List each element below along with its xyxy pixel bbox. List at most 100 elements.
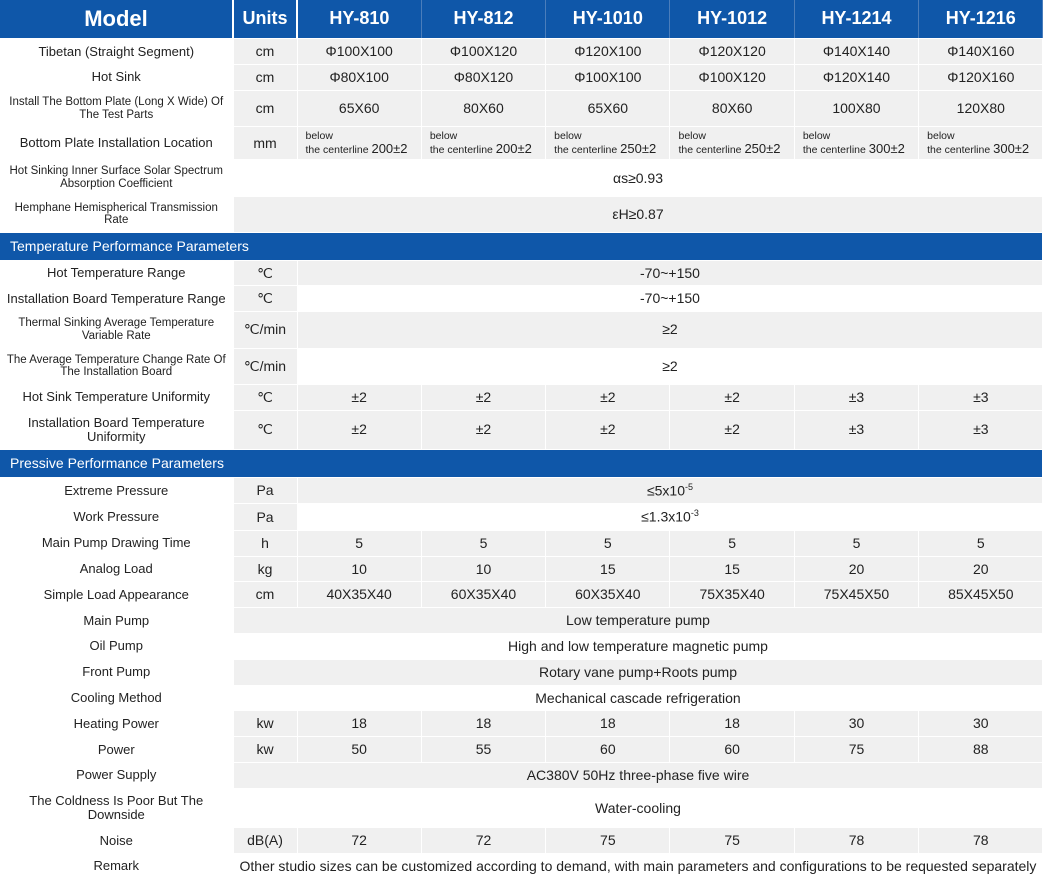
data-cell: 40X35X40	[297, 582, 421, 608]
header-hy1012: HY-1012	[670, 0, 794, 39]
data-cell: 80X60	[670, 90, 794, 126]
data-cell-span: -70~+150	[297, 260, 1043, 286]
units-cell: ℃	[233, 384, 297, 410]
data-cell: Φ100X100	[546, 65, 670, 91]
row-label: Simple Load Appearance	[0, 582, 233, 608]
section-header: Pressive Performance Parameters	[0, 450, 1043, 478]
row-label: Remark	[0, 854, 233, 880]
data-cell: ±2	[297, 410, 421, 450]
data-cell: 72	[297, 828, 421, 854]
data-cell: belowthe centerline 200±2	[421, 127, 545, 160]
data-cell: 5	[670, 530, 794, 556]
data-cell: Φ80X100	[297, 65, 421, 91]
table-row: Main PumpLow temperature pump	[0, 608, 1043, 634]
data-cell: ±2	[670, 384, 794, 410]
row-label: Tibetan (Straight Segment)	[0, 39, 233, 65]
row-label: Installation Board Temperature Uniformit…	[0, 410, 233, 450]
table-row: Bottom Plate Installation Locationmmbelo…	[0, 127, 1043, 160]
data-cell: belowthe centerline 250±2	[546, 127, 670, 160]
header-model: Model	[0, 0, 233, 39]
data-cell: ±3	[794, 410, 918, 450]
row-label: Install The Bottom Plate (Long X Wide) O…	[0, 90, 233, 126]
data-cell: Φ120X140	[794, 65, 918, 91]
data-cell: 20	[919, 556, 1043, 582]
data-cell: 5	[919, 530, 1043, 556]
data-cell: 18	[421, 711, 545, 737]
table-row: Hot Temperature Range℃-70~+150	[0, 260, 1043, 286]
data-cell: ±2	[421, 410, 545, 450]
data-cell: belowthe centerline 250±2	[670, 127, 794, 160]
data-cell: ±2	[670, 410, 794, 450]
data-cell: ±2	[546, 410, 670, 450]
section-title: Temperature Performance Parameters	[0, 232, 1043, 260]
data-cell: 10	[421, 556, 545, 582]
table-row: Cooling MethodMechanical cascade refrige…	[0, 685, 1043, 711]
row-label: Bottom Plate Installation Location	[0, 127, 233, 160]
data-cell: 55	[421, 737, 545, 763]
section-title: Pressive Performance Parameters	[0, 450, 1043, 478]
data-cell-span: High and low temperature magnetic pump	[233, 634, 1043, 660]
data-cell: 75	[546, 828, 670, 854]
data-cell: 78	[794, 828, 918, 854]
header-units: Units	[233, 0, 297, 39]
section-header: Temperature Performance Parameters	[0, 232, 1043, 260]
data-cell: 5	[297, 530, 421, 556]
data-cell: belowthe centerline 300±2	[794, 127, 918, 160]
header-hy1216: HY-1216	[919, 0, 1043, 39]
table-row: Thermal Sinking Average Temperature Vari…	[0, 312, 1043, 348]
data-cell: 15	[670, 556, 794, 582]
data-cell: 50	[297, 737, 421, 763]
table-row: Oil PumpHigh and low temperature magneti…	[0, 634, 1043, 660]
data-cell-span: εH≥0.87	[233, 196, 1043, 232]
row-label: Main Pump Drawing Time	[0, 530, 233, 556]
data-cell: 100X80	[794, 90, 918, 126]
data-cell: ±3	[919, 410, 1043, 450]
row-label: Installation Board Temperature Range	[0, 286, 233, 312]
units-cell: cm	[233, 65, 297, 91]
table-row: Front PumpRotary vane pump+Roots pump	[0, 659, 1043, 685]
data-cell: 30	[919, 711, 1043, 737]
data-cell: 75X35X40	[670, 582, 794, 608]
data-cell-span: Water-cooling	[233, 788, 1043, 828]
units-cell: ℃	[233, 260, 297, 286]
data-cell: Φ100X120	[421, 39, 545, 65]
row-label: Oil Pump	[0, 634, 233, 660]
data-cell-span: αs≥0.93	[233, 160, 1043, 196]
data-cell: 60	[670, 737, 794, 763]
row-label: The Average Temperature Change Rate Of T…	[0, 348, 233, 384]
row-label: Work Pressure	[0, 504, 233, 530]
data-cell: Φ100X100	[297, 39, 421, 65]
units-cell: cm	[233, 90, 297, 126]
data-cell: belowthe centerline 200±2	[297, 127, 421, 160]
table-row: Main Pump Drawing Timeh555555	[0, 530, 1043, 556]
data-cell: 60X35X40	[421, 582, 545, 608]
data-cell: Φ80X120	[421, 65, 545, 91]
units-cell: cm	[233, 39, 297, 65]
units-cell: Pa	[233, 477, 297, 503]
table-row: Tibetan (Straight Segment)cmΦ100X100Φ100…	[0, 39, 1043, 65]
row-label: Power	[0, 737, 233, 763]
data-cell: ±2	[421, 384, 545, 410]
data-cell: 60	[546, 737, 670, 763]
units-cell: cm	[233, 582, 297, 608]
data-cell: 120X80	[919, 90, 1043, 126]
row-label: Heating Power	[0, 711, 233, 737]
data-cell: 75	[794, 737, 918, 763]
header-hy1010: HY-1010	[546, 0, 670, 39]
data-cell: 60X35X40	[546, 582, 670, 608]
table-row: The Coldness Is Poor But The DownsideWat…	[0, 788, 1043, 828]
data-cell-span: AC380V 50Hz three-phase five wire	[233, 763, 1043, 789]
data-cell: 30	[794, 711, 918, 737]
row-label: Hot Temperature Range	[0, 260, 233, 286]
units-cell: kw	[233, 711, 297, 737]
data-cell: Φ140X160	[919, 39, 1043, 65]
data-cell: 5	[421, 530, 545, 556]
data-cell: belowthe centerline 300±2	[919, 127, 1043, 160]
header-row: Model Units HY-810 HY-812 HY-1010 HY-101…	[0, 0, 1043, 39]
row-label: The Coldness Is Poor But The Downside	[0, 788, 233, 828]
row-label: Main Pump	[0, 608, 233, 634]
table-row: Powerkw505560607588	[0, 737, 1043, 763]
data-cell: 18	[546, 711, 670, 737]
data-cell-span: Mechanical cascade refrigeration	[233, 685, 1043, 711]
data-cell: 65X60	[546, 90, 670, 126]
